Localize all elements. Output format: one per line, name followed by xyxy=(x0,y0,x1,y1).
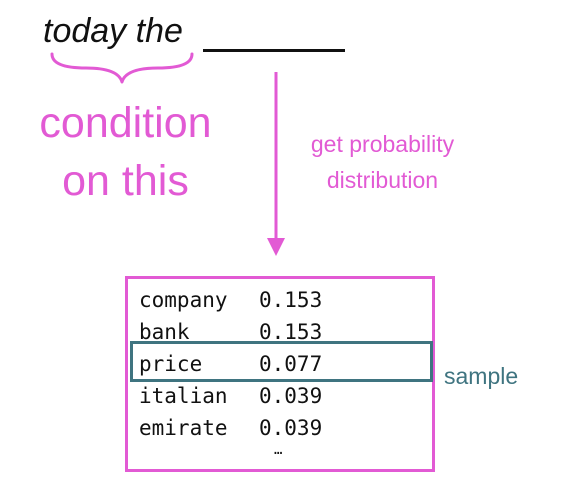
distribution-row: company 0.153 xyxy=(139,284,322,316)
distribution-word: bank xyxy=(139,320,190,344)
distribution-probability: 0.039 xyxy=(259,384,323,408)
blank-line xyxy=(203,49,345,52)
distribution-row-selected: price 0.077 xyxy=(139,348,322,380)
sample-label: sample xyxy=(444,363,519,389)
distribution-word: emirate xyxy=(139,416,228,440)
distribution-row: bank 0.153 xyxy=(139,316,322,348)
condition-label: condition on this xyxy=(18,94,233,210)
distribution-word: italian xyxy=(139,384,228,408)
arrow-label: get probability distribution xyxy=(285,126,480,198)
condition-label-line2: on this xyxy=(62,157,189,205)
distribution-probability: 0.153 xyxy=(259,288,323,312)
distribution-probability: 0.153 xyxy=(259,320,323,344)
arrow-label-line1: get probability xyxy=(310,131,455,157)
arrow-label-line2: distribution xyxy=(326,167,439,193)
distribution-row: emirate 0.039 xyxy=(139,412,322,444)
distribution-word: price xyxy=(139,352,203,376)
distribution-row: italian 0.039 xyxy=(139,380,322,412)
sample-highlight-box xyxy=(130,341,433,382)
condition-label-line1: condition xyxy=(39,99,212,147)
distribution-word: company xyxy=(139,288,228,312)
distribution-probability: 0.077 xyxy=(259,352,323,376)
down-arrow-icon xyxy=(267,72,285,256)
curly-brace-icon xyxy=(50,52,194,84)
prompt-text: today the xyxy=(43,12,183,50)
distribution-ellipsis: … xyxy=(274,442,283,458)
distribution-box xyxy=(125,276,435,472)
distribution-probability: 0.039 xyxy=(259,416,323,440)
